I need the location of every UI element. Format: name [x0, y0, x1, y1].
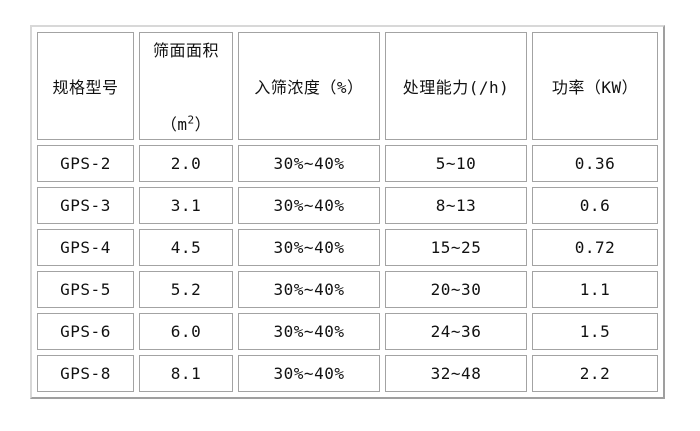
cell-model: GPS-6: [37, 313, 134, 350]
cell-area: 8.1: [139, 355, 233, 392]
cell-area: 2.0: [139, 145, 233, 182]
cell-capacity: 24~36: [385, 313, 527, 350]
header-concentration-label: 入筛浓度（%）: [254, 78, 364, 97]
cell-concentration: 30%~40%: [238, 271, 380, 308]
table-row: GPS-4 4.5 30%~40% 15~25 0.72: [37, 229, 658, 266]
cell-concentration: 30%~40%: [238, 355, 380, 392]
cell-model: GPS-2: [37, 145, 134, 182]
cell-capacity: 5~10: [385, 145, 527, 182]
table-row: GPS-8 8.1 30%~40% 32~48 2.2: [37, 355, 658, 392]
header-concentration: 入筛浓度（%）: [238, 32, 380, 140]
cell-model: GPS-5: [37, 271, 134, 308]
cell-area: 3.1: [139, 187, 233, 224]
table-row: GPS-6 6.0 30%~40% 24~36 1.5: [37, 313, 658, 350]
cell-concentration: 30%~40%: [238, 313, 380, 350]
spec-table: 规格型号 筛面面积 （m2） 入筛浓度（%） 处理能力(/h) 功率（KW） G…: [30, 25, 665, 399]
cell-power: 1.1: [532, 271, 658, 308]
header-capacity-label: 处理能力(/h): [402, 78, 510, 97]
cell-model: GPS-4: [37, 229, 134, 266]
header-power: 功率（KW）: [532, 32, 658, 140]
cell-power: 0.72: [532, 229, 658, 266]
cell-power: 1.5: [532, 313, 658, 350]
cell-power: 0.36: [532, 145, 658, 182]
header-area-inner: 筛面面积 （m2）: [140, 33, 232, 139]
header-area-line1: 筛面面积: [152, 41, 219, 60]
header-power-label: 功率（KW）: [551, 78, 639, 97]
header-area-unit: （m2）: [160, 113, 212, 134]
table-row: GPS-2 2.0 30%~40% 5~10 0.36: [37, 145, 658, 182]
table-row: GPS-5 5.2 30%~40% 20~30 1.1: [37, 271, 658, 308]
header-area: 筛面面积 （m2）: [139, 32, 233, 140]
cell-concentration: 30%~40%: [238, 229, 380, 266]
cell-power: 0.6: [532, 187, 658, 224]
cell-capacity: 20~30: [385, 271, 527, 308]
cell-model: GPS-8: [37, 355, 134, 392]
header-area-unit-sup: 2: [187, 113, 195, 127]
cell-area: 5.2: [139, 271, 233, 308]
table-header-row: 规格型号 筛面面积 （m2） 入筛浓度（%） 处理能力(/h) 功率（KW）: [37, 32, 658, 140]
cell-power: 2.2: [532, 355, 658, 392]
cell-capacity: 32~48: [385, 355, 527, 392]
cell-capacity: 15~25: [385, 229, 527, 266]
cell-concentration: 30%~40%: [238, 187, 380, 224]
header-model-label: 规格型号: [52, 78, 119, 97]
cell-area: 6.0: [139, 313, 233, 350]
cell-model: GPS-3: [37, 187, 134, 224]
header-model: 规格型号: [37, 32, 134, 140]
cell-concentration: 30%~40%: [238, 145, 380, 182]
cell-capacity: 8~13: [385, 187, 527, 224]
table-row: GPS-3 3.1 30%~40% 8~13 0.6: [37, 187, 658, 224]
cell-area: 4.5: [139, 229, 233, 266]
header-capacity: 处理能力(/h): [385, 32, 527, 140]
